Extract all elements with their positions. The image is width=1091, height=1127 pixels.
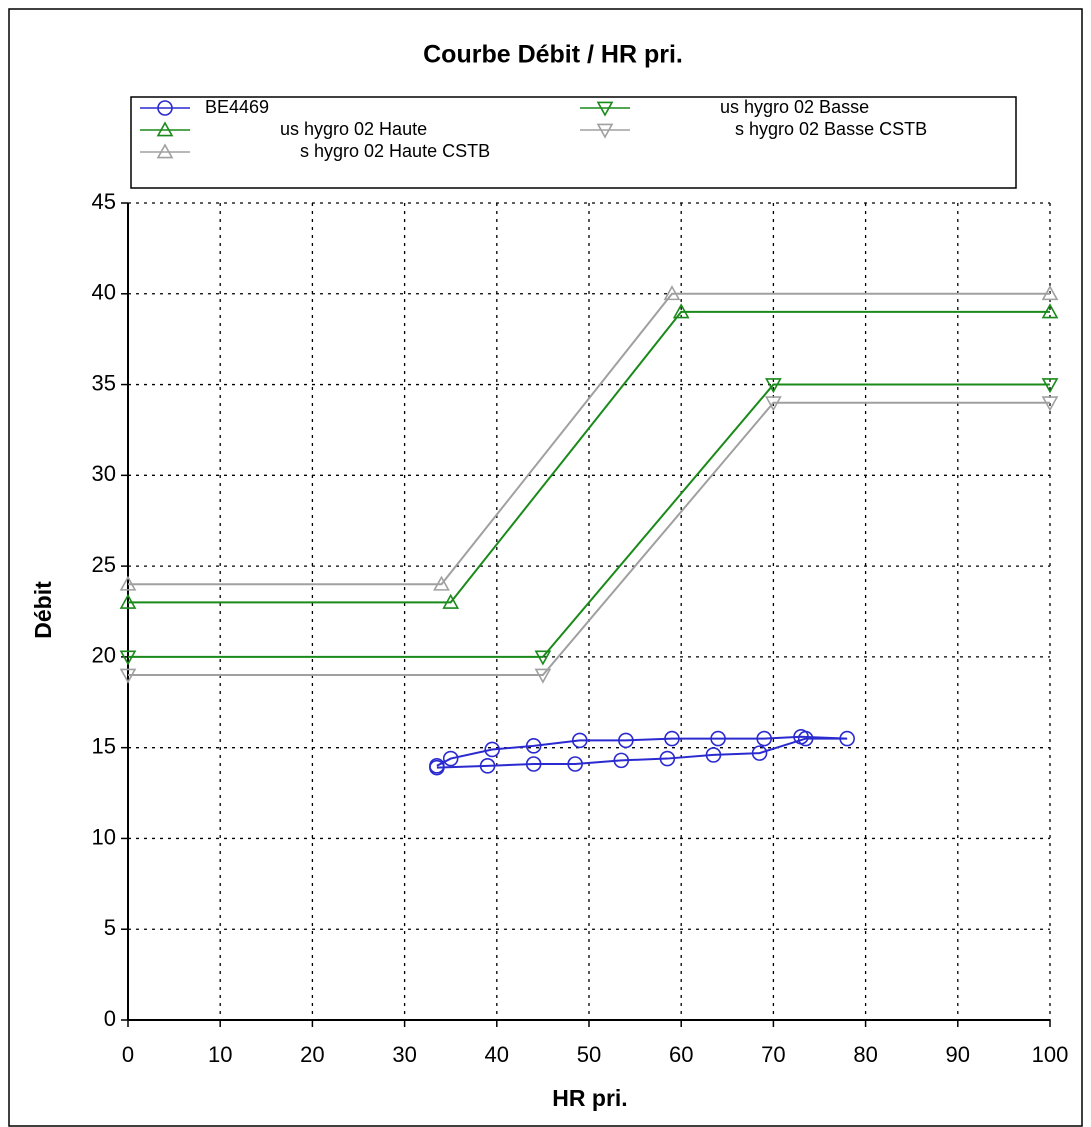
series-line (128, 310, 1050, 604)
series-line (128, 383, 1050, 658)
marker (442, 750, 459, 767)
marker (664, 730, 680, 747)
marker (1041, 396, 1059, 412)
y-tick-label: 35 (92, 370, 116, 395)
legend-label: us hygro 02 Basse (720, 97, 869, 117)
chart-title: Courbe Débit / HR pri. (423, 41, 683, 69)
y-tick-label: 10 (92, 824, 116, 849)
marker (157, 100, 173, 116)
marker (571, 732, 588, 749)
y-tick-label: 20 (92, 643, 116, 668)
marker (119, 575, 137, 591)
marker (1041, 285, 1059, 301)
y-tick-label: 40 (92, 280, 116, 305)
marker (156, 143, 174, 159)
marker (596, 123, 614, 139)
marker (613, 752, 630, 769)
marker (672, 303, 690, 319)
marker (710, 730, 726, 747)
y-tick-label: 45 (92, 189, 116, 214)
marker (429, 759, 445, 776)
marker (797, 730, 814, 747)
y-tick-label: 15 (92, 733, 116, 758)
legend (130, 96, 1017, 189)
marker (433, 575, 450, 591)
series-line (128, 401, 1050, 677)
y-tick-label: 30 (92, 461, 116, 486)
legend-label: s hygro 02 Basse CSTB (735, 119, 927, 139)
marker (596, 101, 614, 117)
marker (839, 730, 855, 747)
marker (119, 668, 137, 684)
marker (751, 745, 768, 761)
x-tick-label: 0 (122, 1042, 134, 1067)
marker (1041, 378, 1059, 394)
y-tick-label: 5 (104, 915, 116, 940)
marker (663, 285, 681, 301)
x-tick-label: 100 (1032, 1042, 1069, 1067)
x-tick-label: 20 (300, 1042, 324, 1067)
marker (534, 668, 552, 684)
legend-label: us hygro 02 Haute (280, 119, 427, 139)
marker (484, 741, 500, 758)
marker (567, 756, 583, 772)
x-tick-label: 10 (208, 1042, 232, 1067)
marker (1041, 303, 1059, 319)
x-axis-label: HR pri. (552, 1085, 627, 1111)
y-axis-label: Débit (30, 581, 56, 639)
x-tick-label: 30 (392, 1042, 416, 1067)
x-tick-label: 40 (485, 1042, 509, 1067)
y-tick-label: 0 (104, 1006, 116, 1031)
marker (765, 396, 782, 412)
x-tick-label: 90 (946, 1042, 970, 1067)
marker (618, 732, 634, 749)
marker (119, 650, 137, 666)
y-tick-label: 25 (92, 552, 116, 577)
marker (525, 738, 542, 754)
x-tick-label: 70 (761, 1042, 785, 1067)
marker (525, 756, 542, 772)
legend-label: BE4469 (205, 97, 269, 117)
marker (756, 730, 772, 747)
marker (705, 747, 722, 763)
marker (659, 750, 676, 767)
marker (534, 650, 552, 666)
x-tick-label: 50 (577, 1042, 601, 1067)
marker (479, 758, 496, 774)
series-line (128, 292, 1050, 586)
legend-label: s hygro 02 Haute CSTB (300, 141, 490, 161)
marker (765, 378, 782, 394)
marker (442, 593, 460, 609)
marker (119, 593, 137, 609)
marker (156, 121, 174, 137)
x-tick-label: 80 (853, 1042, 877, 1067)
frame (8, 8, 1083, 1127)
x-tick-label: 60 (669, 1042, 693, 1067)
